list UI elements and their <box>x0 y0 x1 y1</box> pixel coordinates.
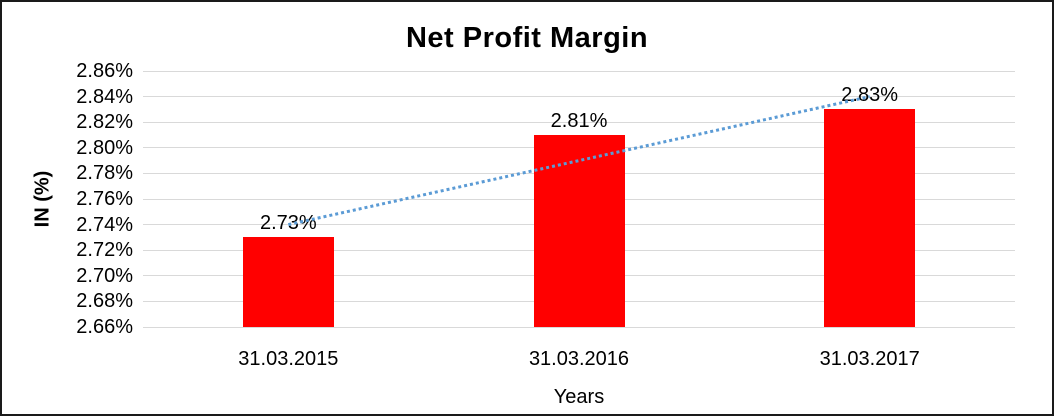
x-tick-label: 31.03.2016 <box>528 348 630 370</box>
x-tick-label: 31.03.2017 <box>819 348 920 370</box>
y-tick-label: 2.74% <box>76 213 133 236</box>
x-tick-label: 31.03.2015 <box>238 348 339 370</box>
bar-31.03.2015 <box>242 237 334 327</box>
y-tick-label: 2.84% <box>76 85 133 108</box>
y-tick-label: 2.70% <box>76 264 133 287</box>
gridline <box>143 70 1015 72</box>
bar-data-label: 2.83% <box>841 84 899 107</box>
chart-title: Net Profit Margin <box>405 22 649 54</box>
bar-data-label: 2.73% <box>259 212 317 235</box>
y-tick-label: 2.66% <box>76 316 133 338</box>
y-tick-label: 2.76% <box>76 188 133 210</box>
x-axis-title: Years <box>553 386 605 408</box>
gridline <box>143 326 1015 328</box>
y-tick-label: 2.82% <box>76 111 133 134</box>
y-tick-label: 2.68% <box>76 290 133 313</box>
y-tick-label: 2.78% <box>76 162 133 185</box>
y-tick-label: 2.86% <box>76 60 133 82</box>
bar-data-label: 2.81% <box>550 110 608 132</box>
y-tick-label: 2.80% <box>76 136 133 159</box>
bar-31.03.2016 <box>533 135 625 327</box>
bar-31.03.2017 <box>824 109 916 327</box>
y-tick-label: 2.72% <box>76 239 133 262</box>
